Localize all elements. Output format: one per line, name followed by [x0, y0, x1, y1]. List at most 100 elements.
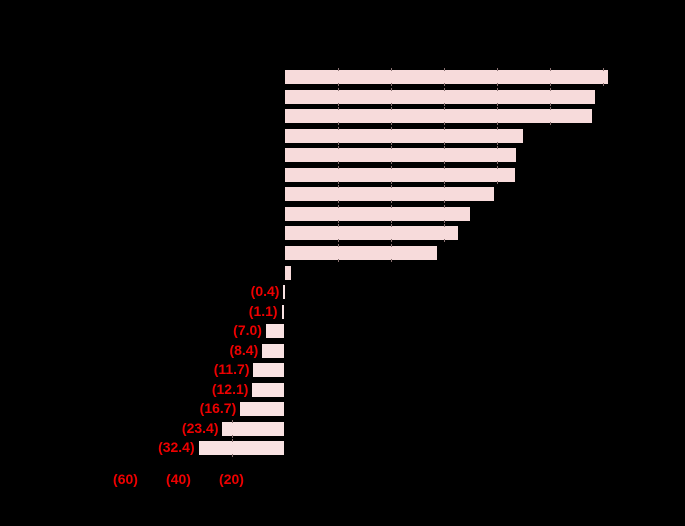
- gridline-tick: [391, 146, 392, 150]
- gridline-tick: [497, 165, 498, 169]
- gridline-tick: [391, 87, 392, 91]
- bar[interactable]: [284, 109, 592, 124]
- gridline-tick: [444, 200, 445, 204]
- gridline-tick: [444, 224, 445, 228]
- gridline-tick: [232, 454, 233, 458]
- gridline-tick: [550, 122, 551, 126]
- gridline-tick: [444, 126, 445, 130]
- bar[interactable]: [284, 70, 608, 84]
- gridline-tick: [391, 83, 392, 86]
- gridline-tick: [550, 102, 551, 106]
- bar[interactable]: [284, 89, 595, 104]
- gridline-tick: [444, 141, 445, 145]
- bar[interactable]: [284, 187, 494, 202]
- gridline-tick: [497, 180, 498, 184]
- bar-value-label: (12.1): [211, 380, 249, 397]
- bar-value-label: (8.4): [229, 341, 259, 358]
- gridline-tick: [497, 122, 498, 126]
- gridline-tick: [550, 107, 551, 111]
- x-axis-tick-label: (20): [219, 471, 244, 487]
- bar-value-label: (0.4): [250, 283, 280, 300]
- gridline-tick: [338, 107, 339, 111]
- bar[interactable]: [283, 285, 285, 300]
- bar[interactable]: [252, 382, 285, 397]
- gridline-tick: [444, 180, 445, 184]
- bar-value-label: (32.4): [158, 439, 195, 456]
- gridline-tick: [444, 102, 445, 106]
- gridline-tick: [444, 122, 445, 126]
- gridline-tick: [338, 219, 339, 223]
- gridline-tick: [338, 200, 339, 204]
- gridline-tick: [497, 87, 498, 91]
- gridline-tick: [391, 122, 392, 126]
- gridline-tick: [444, 107, 445, 111]
- bar[interactable]: [253, 363, 285, 378]
- gridline-tick: [338, 165, 339, 169]
- gridline-tick: [391, 180, 392, 184]
- gridline-tick: [391, 200, 392, 204]
- gridline-tick: [444, 161, 445, 165]
- gridline-tick: [338, 146, 339, 150]
- gridline-tick: [444, 165, 445, 169]
- gridline-tick: [338, 258, 339, 262]
- gridline-tick: [391, 141, 392, 145]
- bar-value-label: (16.7): [199, 400, 237, 417]
- bar[interactable]: [284, 128, 523, 143]
- gridline-tick: [444, 239, 445, 243]
- bar[interactable]: [240, 402, 285, 417]
- bar[interactable]: [265, 324, 285, 339]
- bar[interactable]: [284, 245, 437, 260]
- gridline-tick: [338, 239, 339, 243]
- bar-value-label: (1.1): [248, 302, 278, 319]
- gridline-tick: [497, 83, 498, 86]
- bar[interactable]: [262, 343, 285, 358]
- bar[interactable]: [281, 304, 285, 319]
- gridline-tick: [338, 180, 339, 184]
- gridline-tick: [550, 87, 551, 91]
- gridline-tick: [603, 83, 604, 86]
- gridline-tick: [338, 185, 339, 189]
- x-axis-tick-label: (60): [113, 471, 138, 487]
- bar-value-label: (23.4): [181, 419, 219, 436]
- gridline-tick: [391, 68, 392, 71]
- gridline-tick: [444, 185, 445, 189]
- bar[interactable]: [284, 167, 516, 182]
- bar[interactable]: [284, 206, 470, 221]
- bar[interactable]: [284, 148, 517, 163]
- gridline-tick: [338, 204, 339, 208]
- gridline-tick: [391, 185, 392, 189]
- gridline-tick: [338, 126, 339, 130]
- gridline-tick: [338, 122, 339, 126]
- gridline-tick: [550, 83, 551, 86]
- bar[interactable]: [198, 441, 285, 456]
- bar[interactable]: [222, 421, 285, 436]
- gridline-tick: [603, 68, 604, 71]
- gridline-tick: [338, 83, 339, 86]
- gridline-tick: [444, 83, 445, 86]
- gridline-tick: [391, 258, 392, 262]
- bar[interactable]: [284, 265, 291, 280]
- bar[interactable]: [284, 226, 459, 241]
- gridline-tick: [391, 239, 392, 243]
- gridline-tick: [497, 107, 498, 111]
- gridline-tick: [338, 243, 339, 247]
- gridline-tick: [444, 146, 445, 150]
- bar-value-label: (7.0): [233, 322, 262, 339]
- gridline-tick: [391, 243, 392, 247]
- gridline-tick: [391, 126, 392, 130]
- gridline-tick: [391, 102, 392, 106]
- gridline-tick: [497, 141, 498, 145]
- gridline-tick: [338, 87, 339, 91]
- gridline-tick: [391, 219, 392, 223]
- gridline-tick: [444, 87, 445, 91]
- gridline-tick: [232, 439, 233, 443]
- gridline-tick: [232, 419, 233, 423]
- gridline-tick: [497, 102, 498, 106]
- bar-value-label: (11.7): [213, 361, 250, 378]
- gridline-tick: [497, 68, 498, 71]
- gridline-tick: [391, 161, 392, 165]
- x-axis-tick-label: (40): [166, 471, 191, 487]
- gridline-tick: [444, 219, 445, 223]
